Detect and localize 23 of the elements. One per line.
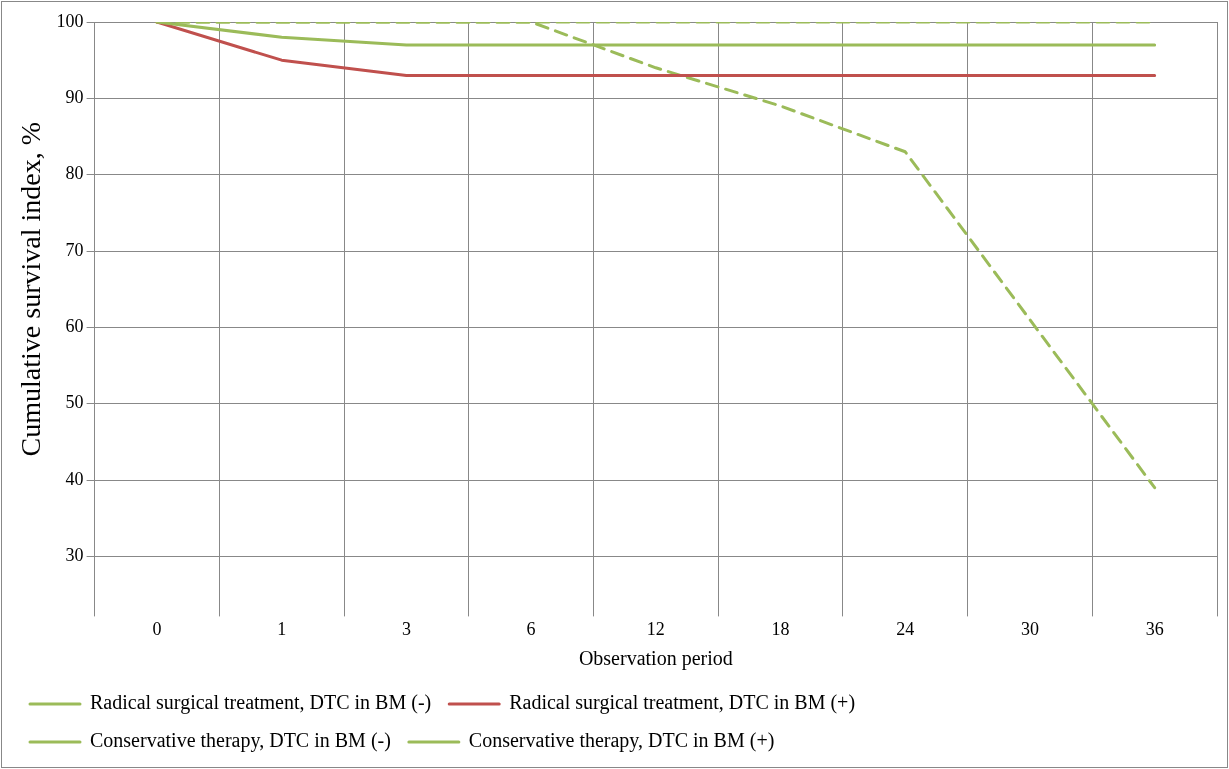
y-tick-label: 40: [65, 468, 84, 489]
x-tick-label: 1: [277, 618, 287, 639]
x-tick-label: 3: [401, 618, 411, 639]
y-tick-label: 80: [65, 163, 84, 184]
y-tick-label: 50: [65, 392, 84, 413]
x-tick-label: 6: [526, 618, 536, 639]
x-tick-label: 0: [152, 618, 162, 639]
x-tick-label: 36: [1145, 618, 1164, 639]
y-tick-label: 100: [56, 10, 84, 31]
y-tick-label: 30: [65, 545, 84, 566]
y-axis-title: Cumulative survival index, %: [15, 122, 47, 457]
y-tick-label: 90: [65, 87, 84, 108]
legend-label: Radical surgical treatment, DTC in BM (+): [509, 691, 856, 715]
y-tick-label: 60: [65, 316, 84, 337]
legend-label: Conservative therapy, DTC in BM (-): [90, 729, 391, 753]
x-tick-label: 24: [896, 618, 915, 639]
x-tick-label: 30: [1020, 618, 1039, 639]
x-tick-label: 12: [646, 618, 665, 639]
legend-label: Radical surgical treatment, DTC in BM (-): [90, 691, 432, 715]
x-tick-label: 18: [771, 618, 790, 639]
y-tick-label: 70: [65, 239, 84, 260]
legend-label: Conservative therapy, DTC in BM (+): [468, 729, 775, 753]
x-axis-title: Observation period: [578, 647, 733, 671]
